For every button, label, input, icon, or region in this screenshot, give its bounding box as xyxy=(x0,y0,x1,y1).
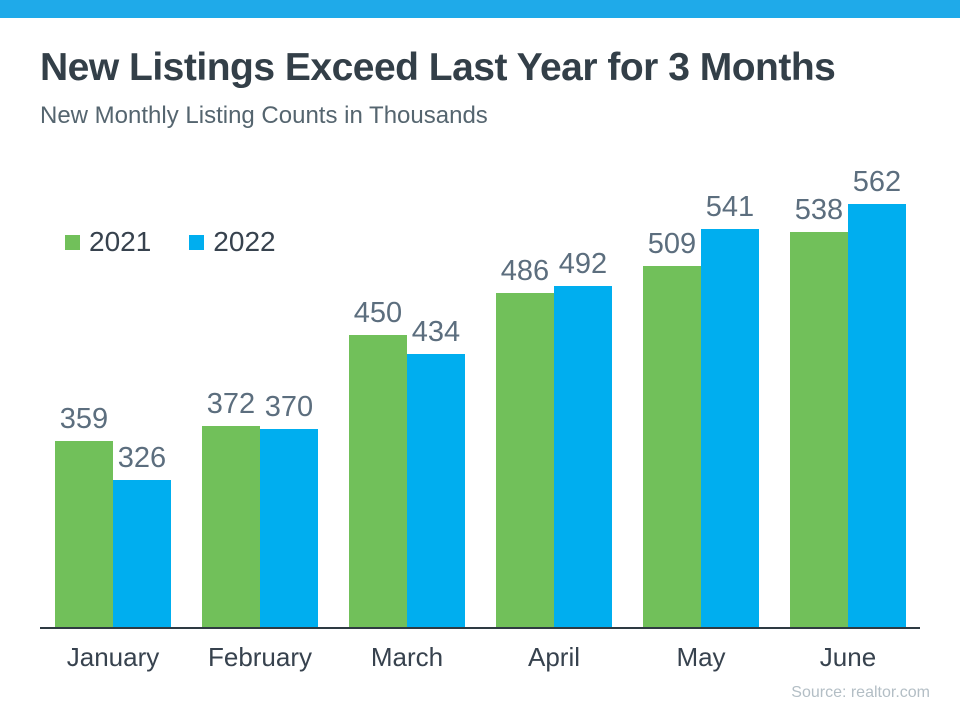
x-axis-line xyxy=(40,627,920,629)
legend: 2021 2022 xyxy=(65,228,276,256)
value-label-2022-march: 434 xyxy=(411,315,461,348)
bar-2022-may xyxy=(701,228,759,627)
axis-label-february: February xyxy=(207,642,313,672)
page-title: New Listings Exceed Last Year for 3 Mont… xyxy=(40,46,836,89)
legend-item-2021: 2021 xyxy=(65,228,151,256)
axis-label-january: January xyxy=(66,642,160,672)
month-labels: January February March April May June xyxy=(40,644,920,674)
axis-label-june: June xyxy=(819,642,877,672)
bar-2021-may xyxy=(643,266,701,627)
axis-label-march: March xyxy=(370,642,444,672)
value-label-2022-january: 326 xyxy=(117,441,167,474)
axis-label-may: May xyxy=(676,642,726,672)
legend-swatch-2021-icon xyxy=(65,234,80,250)
axis-label-april: April xyxy=(527,642,581,672)
value-label-2021-may: 509 xyxy=(647,228,697,261)
value-label-2022-february: 370 xyxy=(264,390,314,423)
bar-chart: 359 326 372 370 450 434 486 492 509 541 538 562 202… xyxy=(40,160,920,670)
bar-2021-february xyxy=(202,426,260,627)
bar-2021-june xyxy=(790,232,848,627)
value-label-2021-april: 486 xyxy=(500,255,550,288)
legend-label-2022: 2022 xyxy=(213,226,276,257)
legend-swatch-2022-icon xyxy=(189,234,205,250)
page-subtitle: New Monthly Listing Counts in Thousands xyxy=(40,102,488,129)
legend-label-2021: 2021 xyxy=(89,226,152,257)
bar-2022-april xyxy=(554,286,612,627)
bar-2022-march xyxy=(407,353,465,627)
value-label-2022-june: 562 xyxy=(852,166,902,199)
value-label-2021-january: 359 xyxy=(59,403,109,436)
value-label-2022-may: 541 xyxy=(705,190,755,223)
source-note: Source: realtor.com xyxy=(791,684,930,701)
plot-area: 359 326 372 370 450 434 486 492 509 541 538 562 xyxy=(40,160,920,627)
value-label-2022-april: 492 xyxy=(558,248,608,281)
value-label-2021-june: 538 xyxy=(794,194,844,227)
bar-2021-march xyxy=(349,335,407,627)
bar-2021-april xyxy=(496,293,554,627)
bar-2022-january xyxy=(113,479,171,627)
bar-2022-june xyxy=(848,204,906,627)
bar-2021-january xyxy=(55,441,113,627)
value-label-2021-march: 450 xyxy=(353,297,403,330)
bar-2022-february xyxy=(260,428,318,627)
top-accent-bar xyxy=(0,0,960,18)
legend-item-2022: 2022 xyxy=(189,226,276,257)
value-label-2021-february: 372 xyxy=(206,388,256,421)
